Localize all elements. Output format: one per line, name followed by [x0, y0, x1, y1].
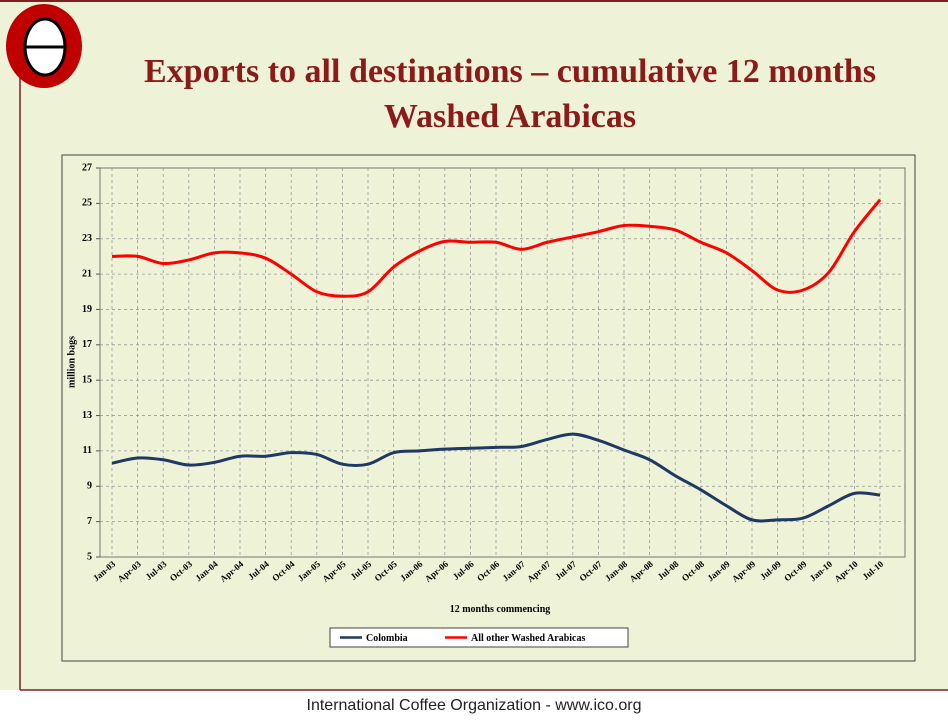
y-tick-label: 13 — [82, 410, 92, 421]
y-tick-label: 23 — [82, 233, 92, 244]
y-tick-label: 15 — [82, 374, 92, 385]
legend-label: All other Washed Arabicas — [471, 633, 585, 644]
y-tick-label: 11 — [83, 445, 92, 456]
y-tick-label: 5 — [87, 551, 92, 562]
y-tick-label: 17 — [82, 339, 92, 350]
y-tick-label: 25 — [82, 198, 92, 209]
legend — [329, 627, 629, 648]
y-tick-label: 9 — [87, 481, 92, 492]
series-line — [111, 198, 882, 298]
title: Washed Arabicas — [384, 98, 636, 135]
series-line — [111, 432, 881, 523]
title: Exports to all destinations – cumulative… — [144, 53, 876, 90]
y-tick-label: 19 — [82, 304, 92, 315]
y-tick-label: 27 — [82, 162, 92, 173]
logo — [6, 4, 82, 88]
chart-frame — [61, 154, 916, 662]
plot-area — [99, 167, 906, 558]
legend-label: Colombia — [366, 633, 408, 644]
footer: International Coffee Organization - www.… — [307, 697, 642, 714]
x-axis-title: 12 months commencing — [450, 604, 551, 615]
y-axis-title: million bags — [66, 336, 77, 388]
y-tick-label: 7 — [87, 516, 92, 527]
y-tick-label: 21 — [82, 268, 92, 279]
